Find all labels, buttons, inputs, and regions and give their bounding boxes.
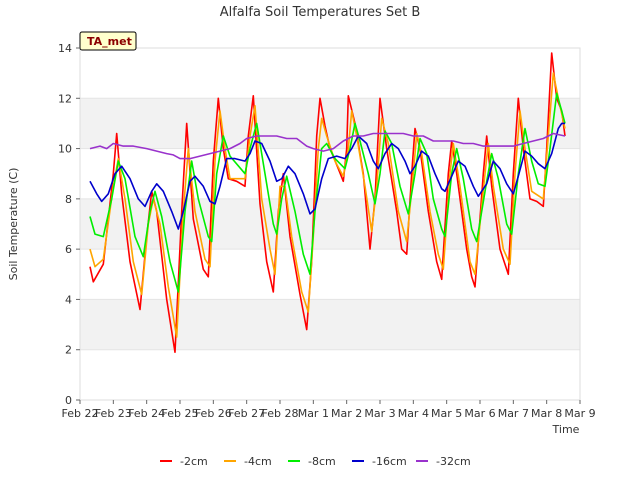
series-lines [89,52,566,353]
x-tick-label: Feb 28 [262,407,299,420]
badge-label: TA_met [87,35,132,48]
y-axis-title: Soil Temperature (C) [7,168,20,281]
x-tick-label: Feb 26 [195,407,232,420]
plot-frame [79,47,581,401]
y-tick-label: 8 [65,193,72,206]
y-tick-label: 4 [65,293,72,306]
x-tick-label: Mar 9 [564,407,595,420]
x-tick-label: Mar 7 [498,407,529,420]
legend-label: -32cm [436,455,471,468]
x-tick-label: Mar 8 [531,407,562,420]
grid-band [80,48,580,99]
x-tick-label: Mar 2 [331,407,362,420]
grid-band [80,249,580,300]
legend-label: -2cm [180,455,208,468]
x-axis-title: Time [552,423,580,436]
legend-label: -8cm [308,455,336,468]
y-tick-label: 14 [58,42,72,55]
y-tick-label: 12 [58,92,72,105]
x-tick-label: Feb 24 [128,407,165,420]
legend-label: -4cm [244,455,272,468]
x-tick-label: Mar 3 [364,407,395,420]
x-tick-label: Feb 23 [95,407,132,420]
y-tick-label: 10 [58,143,72,156]
grid-band [80,349,580,400]
ta-met-badge: TA_met [79,31,137,51]
series-line [89,122,565,230]
x-tick-label: Feb 25 [162,407,199,420]
y-tick-label: 6 [65,243,72,256]
legend: -2cm -4cm -8cm -16cm -32cm [160,455,471,468]
x-tick-label: Mar 1 [298,407,329,420]
x-tick-label: Feb 27 [228,407,265,420]
series-line [89,132,566,160]
x-tick-label: Mar 6 [464,407,495,420]
x-tick-label: Mar 4 [398,407,429,420]
y-tick-label: 2 [65,344,72,357]
legend-label: -16cm [372,455,407,468]
chart-title: Alfalfa Soil Temperatures Set B [220,5,421,20]
series-line [89,92,566,293]
x-tick-label: Feb 22 [62,407,99,420]
y-tick-label: 0 [65,394,72,407]
y-axis-ticks: 0 2 4 6 8 10 12 14 [58,42,80,407]
series-line [89,52,566,353]
grid-bands [80,47,580,401]
grid-band [80,98,580,149]
x-tick-label: Mar 5 [431,407,462,420]
grid-band [80,299,580,350]
